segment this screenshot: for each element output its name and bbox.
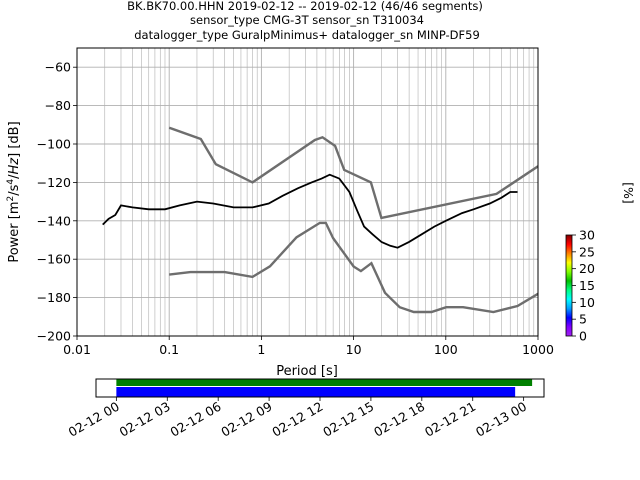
colorbar-tick-label: 10	[579, 295, 595, 310]
mean-curve	[102, 173, 518, 249]
y-axis-ticks: −200 −180 −160 −140 −120 −100 −80 −60	[37, 60, 77, 344]
nhnm-curve	[168, 126, 538, 220]
colorbar-tick-label: 5	[579, 312, 587, 327]
timeline-tick-label: 02-12 09	[218, 399, 274, 440]
timeline-tick-label: 02-13 00	[473, 399, 529, 440]
plot-background	[77, 48, 538, 336]
x-tick-label: 100	[434, 342, 458, 357]
timeline-tick-label: 02-12 15	[320, 399, 376, 440]
available-data-bar	[116, 379, 533, 386]
timeline-tick-label: 02-12 06	[168, 399, 224, 440]
plot-area: 0.01 0.1 1 10 100 1000 −200 −180 −160 −140 −120 −1…	[37, 47, 554, 357]
x-tick-label: 10	[346, 342, 362, 357]
nlnm-curve	[169, 221, 538, 314]
y-tick-label: −140	[37, 213, 71, 228]
x-axis-ticks: 0.01 0.1 1 10 100 1000	[63, 336, 554, 357]
timeline-tick-label: 02-12 03	[117, 399, 173, 440]
x-tick-label: 1	[257, 342, 265, 357]
y-tick-label: −100	[37, 137, 71, 152]
colorbar-tick-label: 25	[579, 244, 595, 259]
chart-title-line-1: BK.BK70.00.HHN 2019-02-12 -- 2019-02-12 …	[127, 0, 483, 13]
y-tick-label: −200	[37, 329, 71, 344]
timeline-tick-label: 02-12 18	[371, 399, 427, 440]
colorbar-tick-label: 30	[579, 228, 595, 243]
noise-models	[168, 126, 538, 314]
x-tick-label: 0.1	[159, 342, 179, 357]
y-axis-label: Power [m2/s4/Hz] [dB]	[6, 121, 22, 262]
timeline-tick-label: 02-12 00	[66, 399, 122, 440]
plot-frame	[76, 47, 539, 337]
x-tick-label: 0.01	[63, 342, 91, 357]
chart-title-line-3: datalogger_type GuralpMinimus+ datalogge…	[134, 28, 480, 42]
colorbar-label: [%]	[621, 182, 636, 204]
colorbar-tick-label: 0	[579, 329, 587, 344]
colorbar-tick-label: 20	[579, 261, 595, 276]
y-tick-label: −80	[45, 98, 71, 113]
chart-title-line-2: sensor_type CMG-3T sensor_sn T310034	[190, 13, 424, 27]
x-axis-label: Period [s]	[276, 364, 338, 379]
y-tick-label: −160	[37, 252, 71, 267]
used-data-bar	[116, 387, 516, 397]
y-tick-label: −120	[37, 175, 71, 190]
y-tick-label: −180	[37, 290, 71, 305]
timeline-tick-label: 02-12 12	[269, 399, 325, 440]
y-tick-label: −60	[45, 60, 71, 75]
colorbar-gradient	[565, 234, 573, 337]
timeline-tick-label: 02-12 21	[422, 399, 478, 440]
x-tick-label: 1000	[522, 342, 554, 357]
colorbar-tick-label: 15	[579, 278, 595, 293]
